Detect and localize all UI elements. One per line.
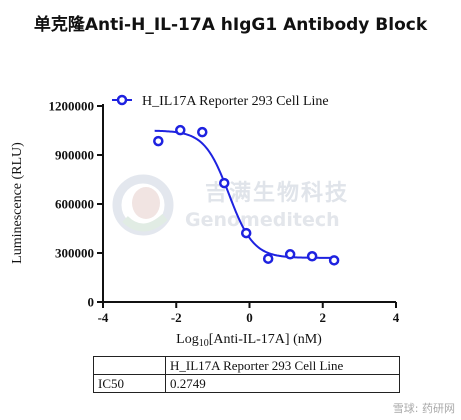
x-axis-label: Log10[Anti-IL-17A] (nM)	[176, 332, 322, 349]
footer-watermark: 雪球: 药研网	[392, 402, 455, 415]
x-tick-label: 2	[320, 310, 327, 325]
ic50-table: H_IL17A Reporter 293 Cell Line IC50 0.27…	[93, 356, 400, 393]
y-tick-label: 600000	[55, 197, 94, 212]
x-tick-label: 4	[393, 310, 400, 325]
data-point	[175, 124, 186, 136]
x-tick-label: 0	[246, 310, 253, 325]
data-point	[218, 177, 230, 189]
table-header-cell: H_IL17A Reporter 293 Cell Line	[165, 356, 400, 375]
data-point	[306, 251, 318, 262]
chart-title: 单克隆Anti-H_IL-17A hIgG1 Antibody Block	[33, 15, 428, 35]
y-axis: 0 300000 600000 900000 1200000	[49, 99, 104, 310]
y-tick-label: 300000	[55, 246, 94, 261]
y-axis-label: Luminescence (RLU)	[10, 142, 25, 264]
legend: H_IL17A Reporter 293 Cell Line	[112, 94, 329, 109]
y-tick-label: 900000	[55, 148, 94, 163]
watermark-english: Genomeditech	[185, 209, 340, 231]
data-point	[284, 249, 296, 260]
legend-marker	[116, 94, 128, 106]
y-tick-label: 0	[88, 295, 95, 310]
x-tick-label: -4	[98, 310, 109, 325]
watermark-logo	[112, 174, 174, 236]
table-row: IC50 0.2749	[93, 374, 400, 393]
chart-canvas: 吉满生物科技 Genomeditech 03000006000009000001…	[10, 94, 400, 349]
y-tick-label: 1200000	[49, 99, 95, 114]
x-tick-label: -2	[171, 310, 182, 325]
data-point	[262, 253, 274, 264]
data-point	[240, 227, 252, 239]
table-cell-value: 0.2749	[165, 374, 400, 393]
data-points	[153, 124, 340, 266]
table-header-cell	[93, 356, 166, 375]
x-axis: -4 -2 0 2 4	[98, 301, 400, 325]
table-header-row: H_IL17A Reporter 293 Cell Line	[93, 356, 400, 375]
legend-entry: H_IL17A Reporter 293 Cell Line	[142, 94, 329, 109]
data-point	[153, 135, 164, 147]
data-point	[197, 126, 208, 138]
table-cell-label: IC50	[93, 374, 166, 393]
data-point	[328, 255, 340, 266]
